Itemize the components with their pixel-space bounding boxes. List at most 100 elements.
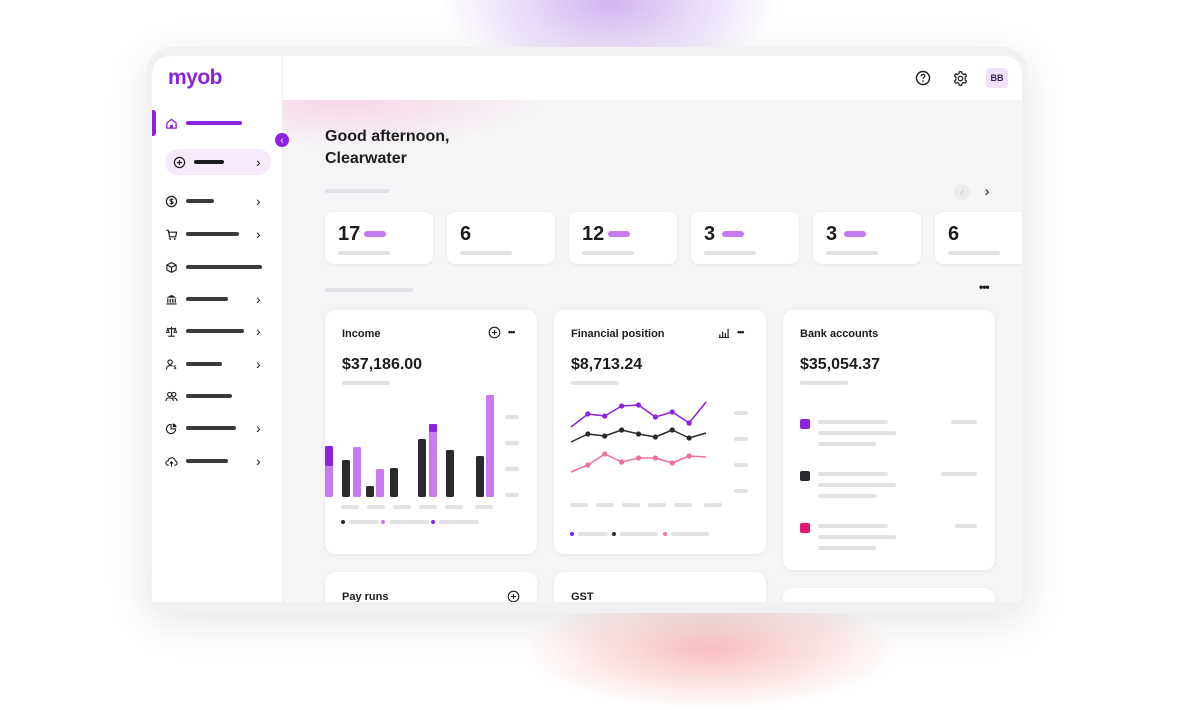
carousel-prev-button[interactable]: ‹ bbox=[954, 184, 970, 200]
legend-label-placeholder bbox=[349, 520, 379, 524]
income-title: Income bbox=[342, 328, 381, 340]
sidebar-item-label bbox=[186, 297, 228, 301]
account-name-placeholder bbox=[818, 524, 888, 528]
y-tick-placeholder bbox=[505, 467, 519, 471]
account-detail-placeholder bbox=[818, 442, 876, 446]
x-tick-placeholder bbox=[445, 505, 463, 509]
stat-card[interactable]: 3 bbox=[691, 212, 799, 264]
income-bar-dark bbox=[390, 468, 398, 497]
section-more-button[interactable]: ••• bbox=[979, 280, 990, 294]
financial-point bbox=[669, 409, 675, 415]
stat-card[interactable]: 6 bbox=[935, 212, 1022, 264]
gear-icon[interactable] bbox=[951, 69, 969, 87]
x-tick-placeholder bbox=[674, 503, 692, 507]
x-tick-placeholder bbox=[475, 505, 493, 509]
income-bar-dark bbox=[476, 456, 484, 497]
y-tick-placeholder bbox=[734, 437, 748, 441]
account-name-placeholder bbox=[818, 420, 888, 424]
sidebar-item-sales[interactable]: › bbox=[164, 221, 261, 247]
stat-number: 6 bbox=[948, 223, 960, 245]
financial-point bbox=[602, 413, 608, 419]
add-circle-icon[interactable] bbox=[488, 326, 501, 339]
sidebar-item-label bbox=[194, 160, 224, 164]
greeting-line-1: Good afternoon, bbox=[325, 128, 450, 145]
income-bar-chart bbox=[325, 395, 519, 524]
y-tick-placeholder bbox=[505, 415, 519, 419]
myob-logo[interactable]: myob bbox=[168, 66, 223, 89]
gst-title: GST bbox=[571, 591, 594, 602]
legend-dot bbox=[570, 532, 574, 536]
more-icon: ••• bbox=[979, 280, 990, 294]
scale-icon bbox=[164, 324, 178, 338]
stat-card[interactable]: 6 bbox=[447, 212, 555, 264]
partial-card bbox=[783, 588, 995, 602]
add-circle-icon[interactable] bbox=[507, 590, 520, 602]
help-circle-icon[interactable] bbox=[914, 69, 932, 87]
stat-sub-placeholder bbox=[704, 251, 756, 255]
bank-subtitle-placeholder bbox=[800, 381, 848, 385]
carousel-next-button[interactable]: › bbox=[979, 183, 995, 200]
sidebar-item-contacts[interactable] bbox=[164, 383, 232, 409]
box-icon bbox=[164, 260, 178, 274]
active-indicator bbox=[152, 110, 156, 136]
sidebar-item-label bbox=[186, 121, 242, 125]
sidebar-item-label bbox=[186, 232, 239, 236]
financial-point bbox=[619, 403, 625, 409]
more-icon[interactable]: ••• bbox=[737, 327, 745, 337]
cart-icon bbox=[164, 227, 178, 241]
income-bar-dark bbox=[418, 439, 426, 497]
income-bar-dark bbox=[446, 450, 454, 497]
income-bar-accent bbox=[325, 446, 333, 466]
sidebar-item-reports[interactable]: › bbox=[164, 415, 261, 441]
legend-label-placeholder bbox=[620, 532, 658, 536]
chevron-right-icon: › bbox=[256, 226, 261, 242]
financial-point bbox=[602, 451, 608, 457]
sidebar-item-upload[interactable]: › bbox=[164, 448, 261, 474]
stat-card[interactable]: 3 bbox=[813, 212, 921, 264]
financial-point bbox=[585, 431, 591, 437]
sidebar-item-create[interactable]: › bbox=[164, 149, 261, 175]
account-detail-placeholder bbox=[818, 546, 876, 550]
sidebar-item-inventory[interactable] bbox=[164, 254, 262, 280]
income-bar-light bbox=[429, 424, 437, 497]
stat-card[interactable]: 12 bbox=[569, 212, 677, 264]
avatar[interactable]: BB bbox=[986, 68, 1008, 88]
x-tick-placeholder bbox=[341, 505, 359, 509]
more-icon[interactable]: ••• bbox=[508, 327, 516, 337]
account-color-swatch bbox=[800, 523, 810, 533]
bank-icon bbox=[164, 292, 178, 306]
chevron-left-icon: ‹ bbox=[960, 185, 964, 199]
financial-position-title: Financial position bbox=[571, 328, 665, 340]
account-color-swatch bbox=[800, 471, 810, 481]
financial-point bbox=[635, 455, 642, 461]
chevron-right-icon: › bbox=[256, 323, 261, 339]
stat-label-pill bbox=[608, 231, 630, 237]
stat-card[interactable]: 17 bbox=[325, 212, 433, 264]
sidebar-item-payroll[interactable]: › bbox=[164, 351, 261, 377]
dollar-icon bbox=[164, 194, 178, 208]
sidebar: myob › › › bbox=[152, 56, 283, 602]
income-bar-light bbox=[486, 395, 494, 497]
financial-point bbox=[669, 460, 675, 466]
sidebar-item-bank[interactable]: › bbox=[164, 286, 261, 312]
sidebar-item-label bbox=[186, 362, 222, 366]
bar-chart-icon[interactable] bbox=[718, 327, 729, 338]
pay-runs-card: Pay runs bbox=[325, 572, 537, 602]
y-tick-placeholder bbox=[734, 463, 748, 467]
stat-number: 3 bbox=[704, 223, 716, 245]
sidebar-item-accounting[interactable]: › bbox=[164, 318, 261, 344]
sidebar-item-banking[interactable]: › bbox=[164, 188, 261, 214]
chevron-right-icon: › bbox=[256, 193, 261, 209]
financial-point bbox=[619, 459, 625, 465]
person-dollar-icon bbox=[164, 357, 178, 371]
home-icon bbox=[164, 116, 178, 130]
legend-dot bbox=[431, 520, 435, 524]
main-content: Good afternoon, Clearwater ‹ › 17 6 12 3 bbox=[283, 100, 1022, 602]
collapse-sidebar-button[interactable]: ‹ bbox=[275, 133, 289, 147]
financial-point bbox=[686, 420, 692, 426]
pie-chart-icon bbox=[164, 421, 178, 435]
stat-number: 6 bbox=[460, 223, 472, 245]
bank-accounts-title: Bank accounts bbox=[800, 328, 879, 340]
sidebar-item-home[interactable] bbox=[164, 110, 242, 136]
account-balance-placeholder bbox=[941, 472, 977, 476]
